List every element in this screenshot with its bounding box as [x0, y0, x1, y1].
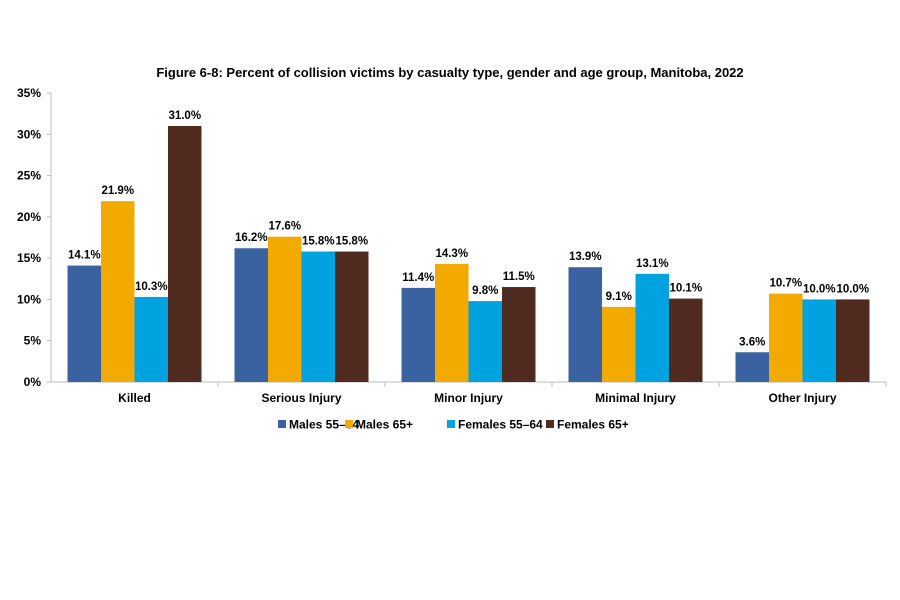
bar-3-4	[836, 299, 870, 382]
x-tick-label: Other Injury	[768, 391, 836, 405]
legend-swatch	[546, 420, 554, 428]
data-label: 3.6%	[739, 336, 765, 348]
bar-1-0	[101, 201, 135, 382]
data-label: 14.3%	[435, 248, 468, 260]
data-label: 16.2%	[235, 232, 268, 244]
data-label: 17.6%	[268, 221, 301, 233]
legend-label: Males 65+	[356, 418, 413, 432]
data-label: 10.3%	[135, 281, 168, 293]
bar-0-4	[735, 352, 769, 382]
legend-swatch	[278, 420, 286, 428]
y-tick-label: 0%	[24, 375, 42, 389]
x-tick-label: Serious Injury	[261, 391, 341, 405]
data-label: 14.1%	[68, 250, 101, 262]
y-tick-label: 5%	[24, 334, 42, 348]
x-tick-label: Minimal Injury	[595, 391, 676, 405]
bar-1-1	[268, 236, 302, 382]
data-label: 10.7%	[769, 278, 802, 290]
data-label: 9.8%	[472, 285, 498, 297]
legend-label: Females 65+	[557, 418, 629, 432]
bar-1-4	[769, 293, 803, 382]
y-tick-label: 30%	[17, 127, 41, 141]
bar-0-3	[568, 267, 602, 382]
bar-2-0	[134, 296, 168, 382]
bar-3-3	[669, 298, 703, 382]
x-tick-label: Killed	[118, 391, 151, 405]
legend-label: Males 55–64	[289, 418, 359, 432]
legend-item: Males 65+	[345, 418, 413, 432]
bar-3-0	[168, 126, 202, 383]
data-label: 13.9%	[569, 251, 602, 263]
bar-0-0	[67, 265, 101, 382]
legend-swatch	[345, 420, 353, 428]
bar-2-1	[301, 251, 335, 382]
data-label: 10.1%	[669, 283, 702, 295]
data-label: 21.9%	[101, 185, 134, 197]
bar-0-1	[234, 248, 268, 382]
data-label: 31.0%	[168, 110, 201, 122]
y-tick-label: 35%	[17, 86, 41, 100]
x-tick-label: Minor Injury	[434, 391, 503, 405]
legend-item: Females 65+	[546, 418, 629, 432]
bar-1-3	[602, 306, 636, 382]
legend-label: Females 55–64	[458, 418, 543, 432]
chart-title: Figure 6-8: Percent of collision victims…	[156, 65, 743, 80]
data-label: 15.8%	[302, 236, 335, 248]
data-label: 11.4%	[402, 272, 434, 284]
data-label: 15.8%	[335, 236, 368, 248]
y-tick-label: 10%	[17, 292, 41, 306]
bar-3-1	[335, 251, 369, 382]
data-label: 13.1%	[636, 258, 669, 270]
data-label: 10.0%	[836, 283, 869, 295]
bar-1-2	[435, 263, 469, 382]
data-label: 9.1%	[606, 291, 632, 303]
y-tick-label: 15%	[17, 251, 41, 265]
bar-3-2	[502, 287, 536, 382]
bar-0-2	[401, 287, 435, 382]
y-tick-label: 25%	[17, 169, 41, 183]
legend-item: Females 55–64	[447, 418, 543, 432]
y-tick-label: 20%	[17, 210, 41, 224]
bar-2-4	[802, 299, 836, 382]
bar-2-3	[635, 273, 669, 382]
data-label: 11.5%	[503, 271, 535, 283]
data-label: 10.0%	[803, 283, 836, 295]
legend-item: Males 55–64	[278, 418, 359, 432]
bar-2-2	[468, 301, 502, 382]
legend-swatch	[447, 420, 455, 428]
